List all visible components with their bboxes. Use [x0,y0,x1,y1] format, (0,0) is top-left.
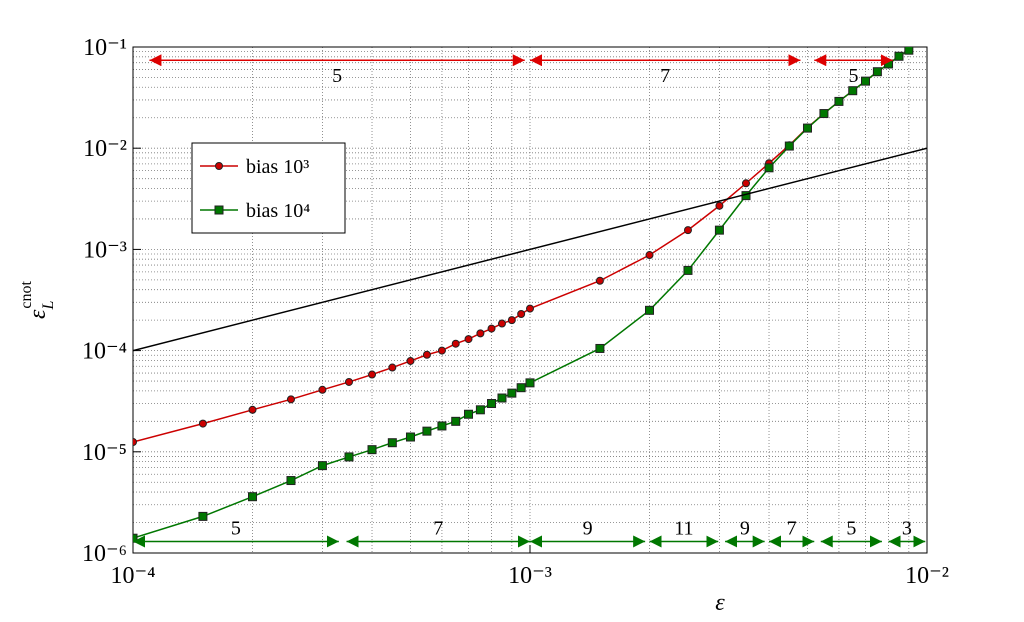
point [464,409,474,419]
point [367,445,377,455]
point [517,309,526,318]
point [487,399,497,409]
point [133,437,137,446]
point [802,123,812,133]
point [286,476,296,486]
point [344,452,354,462]
legend-marker [215,162,223,170]
y-tick-label: 10⁻⁶ [82,541,127,567]
x-tick-label: 10⁻² [905,563,949,589]
point [507,388,517,398]
span-label: 5 [332,65,342,87]
point [388,363,397,372]
y-label-sub: L [40,300,57,310]
span-label: 11 [674,517,693,539]
point [872,67,882,77]
span-label: 9 [740,517,750,539]
span-label: 9 [583,517,593,539]
point [884,59,894,69]
point [406,356,415,365]
point [834,96,844,106]
point [487,324,496,333]
point [318,385,327,394]
y-tick-label: 10⁻³ [83,237,127,263]
point [198,419,207,428]
point [714,225,724,235]
point [464,335,473,344]
point [476,329,485,338]
point [764,163,774,173]
point [741,179,750,188]
point [516,383,526,393]
span-label: 7 [787,517,797,539]
point [286,395,295,404]
point [683,226,692,235]
legend-marker [214,205,224,215]
x-axis-label: ε [715,590,725,616]
point [595,343,605,353]
point [904,47,914,55]
point [819,109,829,119]
span-label: 7 [660,65,670,87]
point [248,405,257,414]
point [683,265,693,275]
point [526,304,534,313]
y-axis-label: εLcnot [18,280,57,318]
y-label-sup: cnot [18,280,35,308]
span-label: 7 [433,517,443,539]
span-label: 3 [902,517,912,539]
span-label: 5 [231,517,241,539]
point [317,461,327,471]
y-tick-label: 10⁻⁴ [82,339,127,365]
point [198,511,208,521]
point [387,438,397,448]
point [525,378,535,388]
point [437,421,447,431]
point [645,305,655,315]
point [595,276,604,285]
span-label: 5 [849,65,859,87]
series-layer [133,47,927,543]
point [861,76,871,86]
series-line [133,49,910,539]
y-tick-label: 10⁻¹ [83,35,127,61]
point [645,251,654,260]
legend-label: bias 10⁴ [246,200,310,222]
point [475,405,485,415]
point [405,432,415,442]
point [451,416,461,426]
series-line [133,147,927,352]
point [248,492,258,502]
point [368,370,377,379]
y-label-base: ε [25,309,51,319]
x-tick-label: 10⁻³ [508,563,552,589]
point [422,350,431,359]
point [497,393,507,403]
y-tick-label: 10⁻⁵ [82,440,127,466]
point [437,346,446,355]
legend-label: bias 10³ [246,156,309,178]
point [507,316,516,325]
point [344,377,353,386]
point [784,141,794,151]
point [848,86,858,96]
point [894,51,904,61]
plot-frame [132,46,928,554]
x-tick-label: 10⁻⁴ [110,563,155,589]
point [497,319,506,328]
legend-box [191,142,346,234]
point [715,201,724,210]
y-tick-label: 10⁻² [83,136,127,162]
point [451,339,460,348]
point [422,426,432,436]
span-label: 5 [846,517,856,539]
